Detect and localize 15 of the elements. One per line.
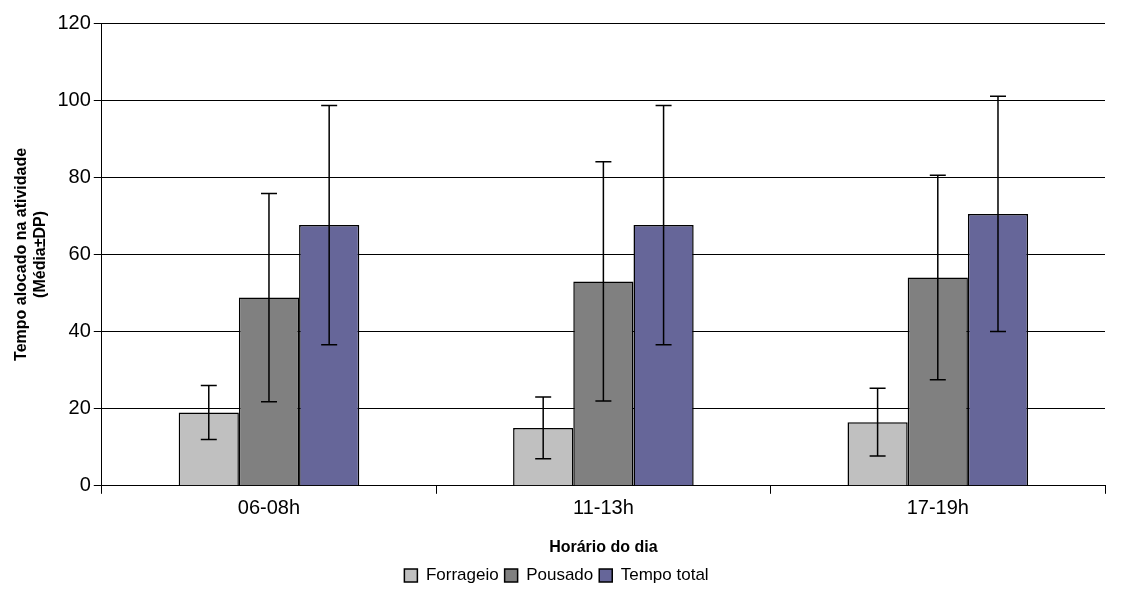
y-tick-label: 80 [68, 164, 91, 187]
legend-label: Forrageio [425, 565, 499, 585]
x-tick-label: 06-08h [237, 496, 301, 519]
y-axis-title: Tempo alocado na atividade (Média±DP) [12, 147, 49, 361]
x-tick-label: 11-13h [572, 496, 634, 519]
y-tick-label: 60 [68, 241, 91, 264]
y-tick-label: 40 [68, 319, 91, 342]
y-tick-label: 20 [68, 396, 91, 419]
x-axis-title: Horário do dia [549, 537, 658, 555]
y-tick-label: 0 [79, 473, 91, 496]
y-tick-label: 100 [57, 87, 91, 110]
x-tick-label: 17-19h [906, 496, 969, 519]
legend-label: Tempo total [620, 565, 709, 585]
y-tick-label: 120 [57, 10, 91, 33]
legend-label: Pousado [526, 565, 594, 585]
